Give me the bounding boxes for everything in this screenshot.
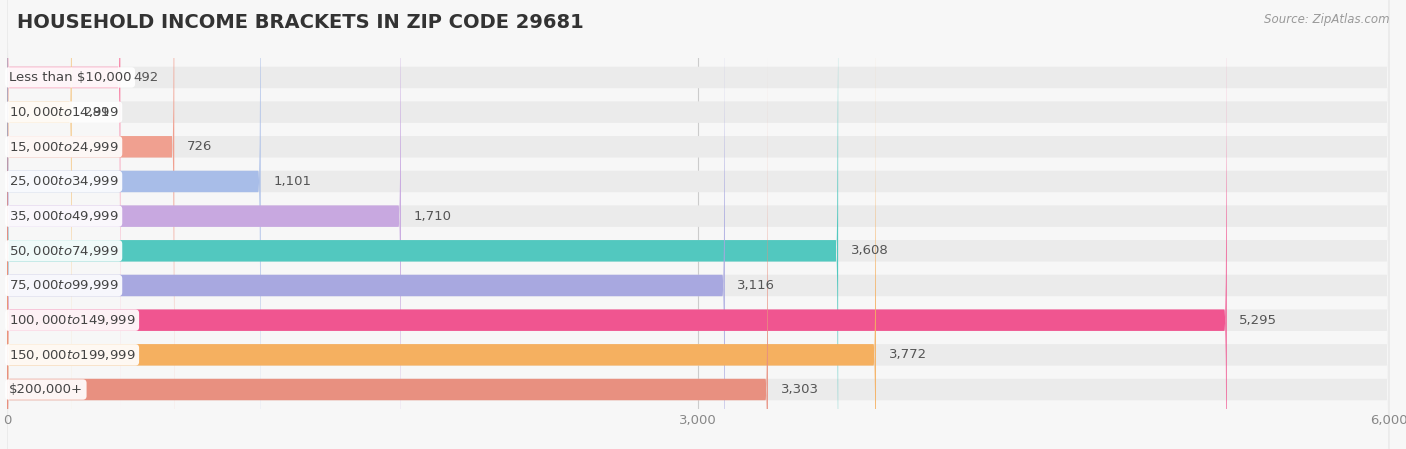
FancyBboxPatch shape	[7, 19, 876, 449]
Text: Source: ZipAtlas.com: Source: ZipAtlas.com	[1264, 13, 1389, 26]
FancyBboxPatch shape	[7, 0, 838, 449]
FancyBboxPatch shape	[7, 0, 1389, 414]
Text: 281: 281	[84, 106, 110, 119]
Text: $75,000 to $99,999: $75,000 to $99,999	[8, 278, 118, 292]
FancyBboxPatch shape	[7, 0, 725, 449]
FancyBboxPatch shape	[7, 0, 1389, 448]
FancyBboxPatch shape	[7, 0, 260, 449]
Text: 3,116: 3,116	[738, 279, 776, 292]
Text: 3,303: 3,303	[780, 383, 818, 396]
Text: $10,000 to $14,999: $10,000 to $14,999	[8, 105, 118, 119]
Text: $35,000 to $49,999: $35,000 to $49,999	[8, 209, 118, 223]
Text: 726: 726	[187, 140, 212, 153]
FancyBboxPatch shape	[7, 0, 121, 414]
Text: 3,772: 3,772	[889, 348, 927, 361]
Text: $25,000 to $34,999: $25,000 to $34,999	[8, 175, 118, 189]
FancyBboxPatch shape	[7, 0, 1389, 449]
FancyBboxPatch shape	[7, 0, 1226, 449]
Text: 492: 492	[134, 71, 159, 84]
Text: $100,000 to $149,999: $100,000 to $149,999	[8, 313, 135, 327]
Text: 3,608: 3,608	[851, 244, 889, 257]
FancyBboxPatch shape	[7, 0, 1389, 449]
Text: $50,000 to $74,999: $50,000 to $74,999	[8, 244, 118, 258]
Text: $200,000+: $200,000+	[8, 383, 83, 396]
FancyBboxPatch shape	[7, 0, 401, 449]
FancyBboxPatch shape	[7, 0, 1389, 449]
FancyBboxPatch shape	[7, 0, 72, 448]
Text: 1,101: 1,101	[273, 175, 311, 188]
FancyBboxPatch shape	[7, 0, 174, 449]
FancyBboxPatch shape	[7, 19, 1389, 449]
FancyBboxPatch shape	[7, 0, 1389, 449]
Text: Less than $10,000: Less than $10,000	[8, 71, 131, 84]
Text: HOUSEHOLD INCOME BRACKETS IN ZIP CODE 29681: HOUSEHOLD INCOME BRACKETS IN ZIP CODE 29…	[17, 13, 583, 32]
FancyBboxPatch shape	[7, 53, 768, 449]
FancyBboxPatch shape	[7, 0, 1389, 449]
FancyBboxPatch shape	[7, 53, 1389, 449]
Text: 5,295: 5,295	[1240, 314, 1278, 327]
Text: $150,000 to $199,999: $150,000 to $199,999	[8, 348, 135, 362]
Text: 1,710: 1,710	[413, 210, 451, 223]
FancyBboxPatch shape	[7, 0, 1389, 449]
Text: $15,000 to $24,999: $15,000 to $24,999	[8, 140, 118, 154]
